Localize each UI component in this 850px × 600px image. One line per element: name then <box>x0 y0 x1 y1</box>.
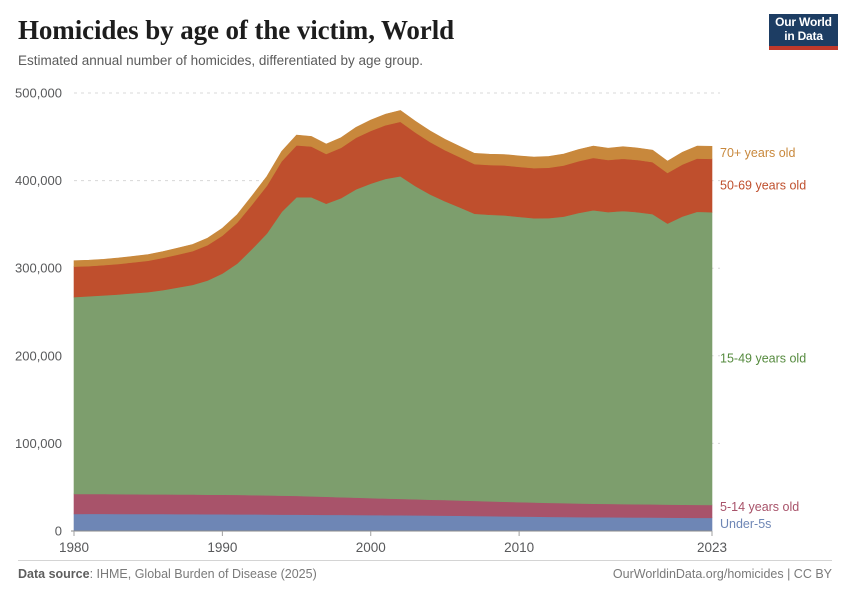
logo-line-1: Our World <box>775 15 832 29</box>
y-tick-label: 500,000 <box>15 86 62 101</box>
x-tick-label: 2010 <box>504 540 534 555</box>
y-tick-label: 400,000 <box>15 173 62 188</box>
area-series-group[interactable] <box>73 110 713 532</box>
owid-logo[interactable]: Our World in Data <box>769 14 838 50</box>
y-axis-labels: 0 100,000 200,000 300,000 400,000 500,000 <box>15 86 62 539</box>
area-series-70-years-old[interactable] <box>73 110 713 267</box>
chart-plot-area[interactable]: 0 100,000 200,000 300,000 400,000 500,000 198… <box>0 80 850 558</box>
page-title: Homicides by age of the victim, World <box>18 15 455 45</box>
series-labels[interactable]: 70+ years old 50-69 years old 15-49 years … <box>713 123 806 531</box>
footer-divider <box>18 560 832 561</box>
chart-footer: Data source: IHME, Global Burden of Dise… <box>18 567 832 591</box>
logo-line-2: in Data <box>784 28 823 43</box>
series-label-70-years-old[interactable]: 70+ years old <box>720 146 795 160</box>
series-label-15-49-years-old[interactable]: 15-49 years old <box>720 352 806 366</box>
series-label-5-14-years-old[interactable]: 5-14 years old <box>720 500 799 514</box>
series-label-50-69-years-old[interactable]: 50-69 years old <box>720 179 806 193</box>
x-tick-label: 2000 <box>356 540 386 555</box>
stacked-area-chart[interactable]: 0 100,000 200,000 300,000 400,000 500,000 198… <box>0 80 850 558</box>
x-tick-label: 1990 <box>207 540 237 555</box>
x-tick-label: 1980 <box>59 540 89 555</box>
chart-header: Homicides by age of the victim, World Es… <box>18 14 832 76</box>
y-tick-label: 0 <box>55 524 62 539</box>
y-tick-label: 300,000 <box>15 261 62 276</box>
x-axis-labels: 1980 1990 2000 2010 2023 <box>59 540 727 555</box>
data-source-value: : IHME, Global Burden of Disease (2025) <box>89 567 317 581</box>
area-series-15-49-years-old[interactable] <box>73 175 713 506</box>
series-label-under-5s[interactable]: Under-5s <box>720 517 771 531</box>
y-tick-label: 100,000 <box>15 436 62 451</box>
data-source-prefix: Data source <box>18 567 90 581</box>
license-note[interactable]: OurWorldinData.org/homicides | CC BY <box>612 567 832 581</box>
data-source: Data source: IHME, Global Burden of Dise… <box>18 567 317 581</box>
axis-group <box>71 530 713 536</box>
y-tick-label: 200,000 <box>15 348 62 363</box>
x-tick-label: 2023 <box>697 540 727 555</box>
page-subtitle: Estimated annual number of homicides, di… <box>18 53 423 68</box>
